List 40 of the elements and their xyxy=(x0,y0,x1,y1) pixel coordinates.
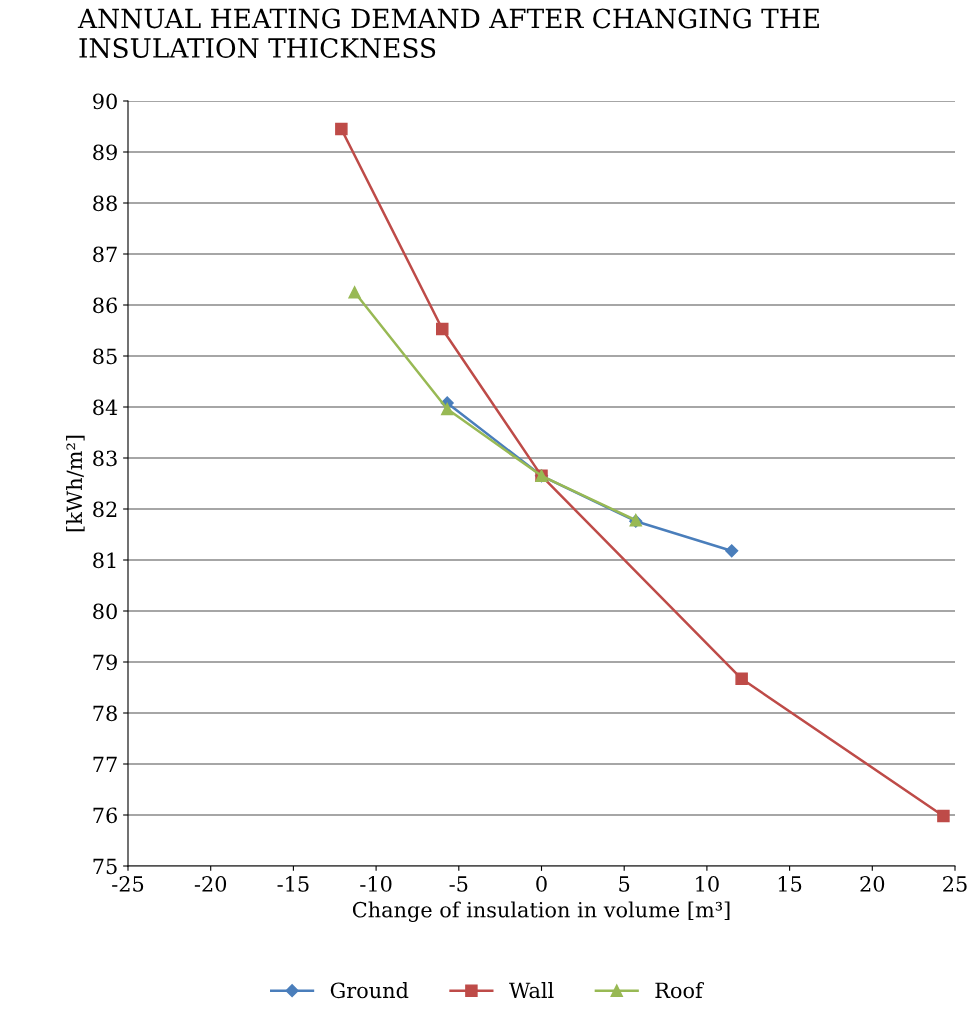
x-tick-label: -10 xyxy=(360,876,392,892)
y-tick-label: 76 xyxy=(93,807,117,824)
legend-label: Roof xyxy=(655,982,704,999)
y-tick-label: 77 xyxy=(93,756,117,772)
y-tick-label: 88 xyxy=(93,195,117,212)
y-tick-label: 78 xyxy=(93,705,117,722)
y-tick-label: 83 xyxy=(93,450,117,467)
x-axis-title: Change of insulation in volume [m³] xyxy=(352,901,730,922)
y-tick-label: 86 xyxy=(93,297,117,314)
x-tick-label: 20 xyxy=(860,876,885,892)
x-tick-label: -20 xyxy=(194,876,227,892)
point xyxy=(335,122,348,136)
y-tick-label: 82 xyxy=(93,501,117,518)
x-tick-label: 0 xyxy=(536,876,547,892)
x-tick-label: -25 xyxy=(112,876,144,892)
y-tick-label: 84 xyxy=(93,399,118,416)
y-axis-title: [kWh/m²] xyxy=(66,435,85,532)
chart-title: ANNUAL HEATING DEMAND AFTER CHANGING THE INSULATION THICKNESS xyxy=(77,8,819,58)
point xyxy=(725,544,739,558)
legend-label: Wall xyxy=(509,982,554,999)
x-tick-label: 15 xyxy=(778,876,802,892)
point xyxy=(348,285,361,299)
x-tick-label: 5 xyxy=(619,876,630,892)
legend-label: Ground xyxy=(330,982,409,999)
point xyxy=(436,322,449,336)
y-tick-label: 81 xyxy=(93,552,116,569)
y-tick-label: 87 xyxy=(93,246,117,263)
y-tick-label: 89 xyxy=(93,144,117,161)
y-tick-label: 80 xyxy=(93,603,117,620)
point xyxy=(440,402,454,416)
x-tick-label: -15 xyxy=(277,876,309,892)
x-tick-label: -5 xyxy=(449,876,468,892)
point xyxy=(937,809,950,823)
x-tick-label: 25 xyxy=(943,876,967,892)
y-tick-label: 79 xyxy=(93,654,117,671)
y-tick-label: 75 xyxy=(93,858,117,875)
point xyxy=(735,672,748,686)
x-tick-label: 10 xyxy=(696,876,719,892)
y-tick-label: 90 xyxy=(93,93,117,110)
y-tick-label: 85 xyxy=(93,348,117,365)
